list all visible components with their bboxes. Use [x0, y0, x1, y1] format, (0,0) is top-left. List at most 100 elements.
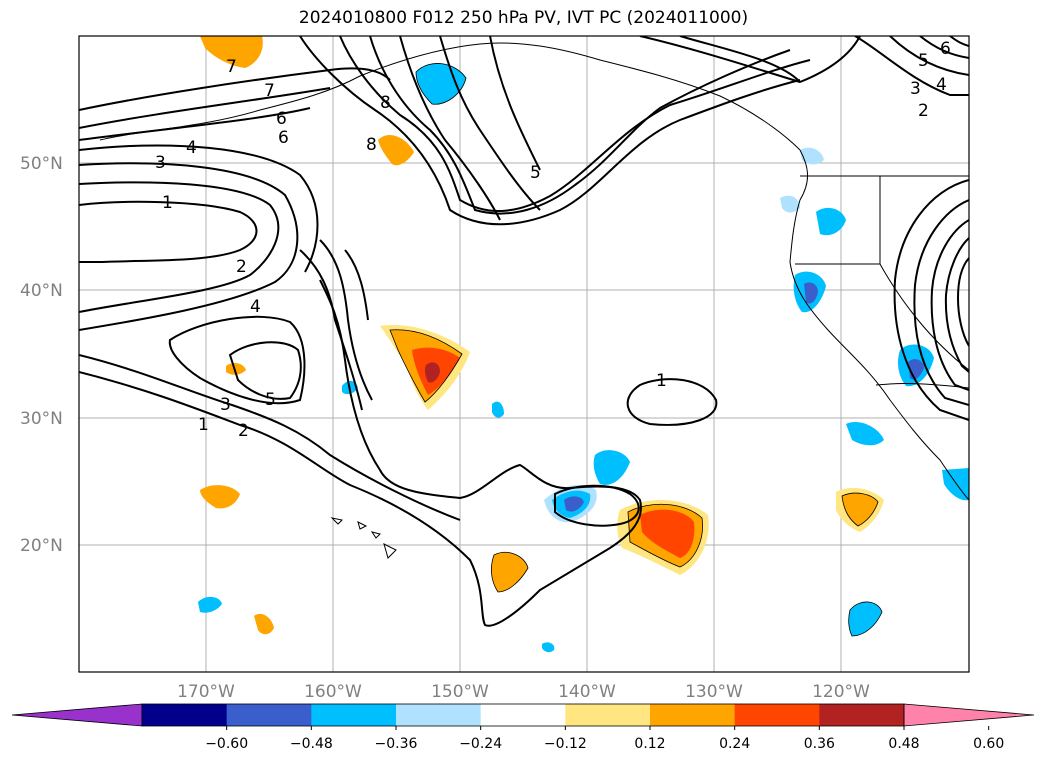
contour-label: 8	[366, 135, 377, 155]
contour-ne-1	[639, 36, 861, 84]
cool-patch-small4	[780, 195, 800, 213]
contour-label: 4	[936, 75, 947, 95]
colorbar-tick-label: −0.36	[375, 736, 418, 752]
contour-label: 2	[918, 101, 929, 121]
contour-long-1	[79, 67, 391, 111]
warm-patch-sw	[254, 613, 274, 635]
contour-long-3	[79, 107, 311, 141]
colorbar-segment	[650, 704, 736, 726]
contour-1-east	[626, 378, 718, 426]
lon-label: 120°W	[812, 682, 870, 702]
contour-e-high-3	[930, 219, 969, 391]
lon-label: 140°W	[558, 682, 616, 702]
cool-patch-east-upper	[593, 450, 630, 485]
colorbar-tick-label: −0.24	[459, 736, 502, 752]
cool-patch-south	[848, 601, 882, 636]
contour-outer-2	[79, 354, 461, 521]
lon-label: 160°W	[304, 682, 362, 702]
contour-1-west	[79, 200, 258, 263]
cool-patch-small2	[492, 401, 504, 418]
contour-label: 5	[265, 390, 276, 410]
contour-long-2	[79, 87, 331, 129]
contour-labels: 1 2 3 4 5 6 7 8 1 2 3 4 5 6 7 8 1 2 3 4 …	[155, 39, 951, 441]
colorbar-segment	[819, 704, 905, 726]
state-border-3	[879, 263, 969, 371]
cool-patch-sw	[198, 596, 222, 613]
contour-label: 8	[380, 93, 391, 113]
longitude-labels: 170°W 160°W 150°W 140°W 130°W 120°W	[177, 682, 870, 702]
contour-lat-3	[344, 249, 369, 321]
colorbar-tick-label: 0.24	[719, 736, 750, 752]
contour-label: 1	[198, 415, 209, 435]
colorbar-tick-label: −0.60	[205, 736, 248, 752]
colorbar-tick-label: −0.12	[544, 736, 587, 752]
contour-e-high-2	[913, 199, 969, 406]
contour-ridge-1	[299, 36, 801, 226]
colorbar-tick-label: 0.12	[634, 736, 665, 752]
contour-4-west	[79, 144, 319, 273]
lat-label: 30°N	[20, 409, 63, 429]
warm-patch-east-core	[640, 509, 695, 558]
lon-label: 130°W	[685, 682, 743, 702]
warm-patch-n	[378, 135, 414, 166]
ivt-contours	[79, 36, 969, 627]
contour-ridge-6	[489, 36, 541, 171]
colorbar-tick-label: 0.60	[973, 736, 1004, 752]
contour-label: 1	[656, 371, 667, 391]
contour-e-high-1	[893, 179, 969, 421]
lat-label: 40°N	[20, 281, 63, 301]
hawaii-4	[383, 543, 397, 559]
colorbar-segment	[396, 704, 482, 726]
cool-patch-small3	[800, 147, 824, 165]
lon-label: 170°W	[177, 682, 235, 702]
lat-label: 20°N	[20, 536, 63, 556]
contour-label: 2	[238, 421, 249, 441]
contour-e-2	[889, 36, 969, 76]
contour-label: 3	[155, 153, 166, 173]
hawaii-3	[370, 531, 381, 539]
colorbar-tick-label: 0.48	[888, 736, 919, 752]
contour-2-east	[554, 484, 640, 527]
contour-e-3	[919, 36, 969, 59]
colorbar-ticks: −0.60 −0.48 −0.36 −0.24 −0.12 0.12 0.24 0.36 0.4…	[205, 726, 1004, 752]
cool-patch-coast1-core	[804, 282, 818, 304]
colorbar-extend-low	[11, 703, 143, 727]
colorbar-tick-label: −0.48	[290, 736, 333, 752]
contour-label: 7	[264, 81, 275, 101]
contour-label: 3	[910, 79, 921, 99]
contour-e-high-5	[956, 257, 969, 347]
warm-patch-nw	[200, 36, 263, 68]
na-west-coast	[789, 149, 969, 501]
colorbar	[11, 703, 1035, 727]
warm-patch-s	[491, 552, 528, 592]
contour-outer-1	[79, 279, 642, 627]
contour-2-west	[79, 181, 280, 313]
pv-fill-patches	[198, 36, 969, 653]
contour-ridge-5	[439, 36, 541, 211]
coastlines	[99, 42, 969, 559]
contour-label: 6	[940, 39, 951, 59]
gridlines	[79, 36, 969, 672]
contour-lat-1	[299, 249, 363, 411]
contour-label: 6	[276, 109, 287, 129]
contour-ridge-2	[339, 36, 811, 212]
contour-e-4	[949, 36, 969, 47]
contour-5-loop	[228, 341, 302, 400]
contour-ne-2	[679, 36, 801, 83]
warm-patch-ne-core	[842, 493, 878, 526]
latitude-labels: 50°N 40°N 30°N 20°N	[20, 154, 63, 556]
contour-label: 1	[162, 193, 173, 213]
colorbar-outline	[141, 703, 905, 727]
map-frame	[78, 35, 970, 673]
alaska-coast	[99, 42, 801, 151]
contour-label: 4	[186, 138, 197, 158]
contour-lat-2	[319, 239, 373, 401]
pv-patch-outlines	[389, 63, 883, 637]
contour-e-1	[854, 36, 969, 96]
colorbar-segment	[480, 704, 566, 726]
colorbar-segment	[734, 704, 820, 726]
cool-patch-north	[416, 63, 466, 105]
contour-label: 6	[278, 128, 289, 148]
colorbar-extend-high	[903, 703, 1035, 727]
